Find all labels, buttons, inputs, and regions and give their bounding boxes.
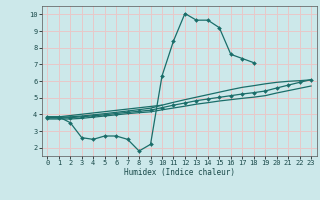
X-axis label: Humidex (Indice chaleur): Humidex (Indice chaleur)	[124, 168, 235, 177]
